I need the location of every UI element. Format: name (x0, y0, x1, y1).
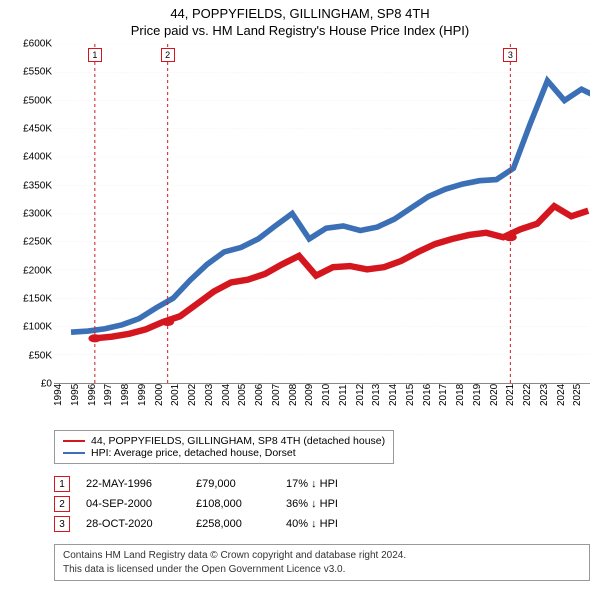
transaction-row: 2 04-SEP-2000£108,00036% ↓ HPI (54, 496, 590, 512)
y-tick-label: £50K (29, 350, 52, 361)
x-tick-label: 2001 (171, 384, 188, 422)
plot-svg (54, 44, 590, 383)
y-tick-label: £500K (23, 95, 52, 106)
x-tick-label: 2024 (557, 384, 574, 422)
legend-label: HPI: Average price, detached house, Dors… (91, 447, 296, 459)
transaction-badge: 2 (54, 496, 70, 512)
plot-area: 1 2 3 (54, 44, 590, 384)
x-tick-label: 2017 (439, 384, 456, 422)
x-tick-label: 2006 (255, 384, 272, 422)
footer-line-2: This data is licensed under the Open Gov… (63, 563, 581, 577)
x-tick-label: 2019 (473, 384, 490, 422)
x-tick-label: 2023 (540, 384, 557, 422)
event-badge-3: 3 (503, 48, 517, 62)
legend-item: HPI: Average price, detached house, Dors… (63, 447, 385, 459)
event-badge-2: 2 (161, 48, 175, 62)
transaction-hpi-delta: 36% ↓ HPI (286, 498, 396, 510)
legend-label: 44, POPPYFIELDS, GILLINGHAM, SP8 4TH (de… (91, 435, 385, 447)
y-tick-label: £200K (23, 265, 52, 276)
root: 44, POPPYFIELDS, GILLINGHAM, SP8 4TH Pri… (0, 0, 600, 590)
x-tick-label: 2009 (305, 384, 322, 422)
legend-item: 44, POPPYFIELDS, GILLINGHAM, SP8 4TH (de… (63, 435, 385, 447)
transaction-date: 28-OCT-2020 (86, 518, 196, 530)
x-tick-label: 2020 (490, 384, 507, 422)
x-tick-label: 2000 (155, 384, 172, 422)
x-tick-label: 1995 (71, 384, 88, 422)
x-tick-label: 2008 (289, 384, 306, 422)
transaction-price: £258,000 (196, 518, 286, 530)
x-tick-label: 2002 (188, 384, 205, 422)
chart: £0£50K£100K£150K£200K£250K£300K£350K£400… (10, 44, 590, 384)
attribution-footer: Contains HM Land Registry data © Crown c… (54, 544, 590, 581)
series-hpi (71, 81, 590, 332)
footer-line-1: Contains HM Land Registry data © Crown c… (63, 549, 581, 563)
x-tick-label: 2007 (272, 384, 289, 422)
transaction-row: 3 28-OCT-2020£258,00040% ↓ HPI (54, 516, 590, 532)
legend-swatch (63, 452, 85, 454)
y-tick-label: £150K (23, 294, 52, 305)
transaction-badge: 1 (54, 476, 70, 492)
x-tick-label: 2022 (523, 384, 540, 422)
y-tick-label: £600K (23, 39, 52, 50)
x-tick-label: 1999 (138, 384, 155, 422)
transactions-table: 1 22-MAY-1996£79,00017% ↓ HPI 2 04-SEP-2000… (54, 472, 590, 536)
legend: 44, POPPYFIELDS, GILLINGHAM, SP8 4TH (de… (54, 430, 394, 464)
x-tick-label: 2021 (506, 384, 523, 422)
transaction-hpi-delta: 40% ↓ HPI (286, 518, 396, 530)
x-tick-label: 1994 (54, 384, 71, 422)
y-tick-label: £450K (23, 124, 52, 135)
transaction-price: £79,000 (196, 478, 286, 490)
transaction-hpi-delta: 17% ↓ HPI (286, 478, 396, 490)
title-address: 44, POPPYFIELDS, GILLINGHAM, SP8 4TH (10, 6, 590, 21)
y-tick-label: £100K (23, 322, 52, 333)
transaction-date: 04-SEP-2000 (86, 498, 196, 510)
x-tick-label: 2013 (372, 384, 389, 422)
transaction-price: £108,000 (196, 498, 286, 510)
x-tick-label: 1996 (88, 384, 105, 422)
x-tick-label: 2005 (238, 384, 255, 422)
y-tick-label: £250K (23, 237, 52, 248)
y-tick-label: £350K (23, 180, 52, 191)
transaction-date: 22-MAY-1996 (86, 478, 196, 490)
y-axis: £0£50K£100K£150K£200K£250K£300K£350K£400… (10, 44, 54, 384)
x-tick-label: 1998 (121, 384, 138, 422)
x-tick-label: 1997 (104, 384, 121, 422)
transaction-badge: 3 (54, 516, 70, 532)
legend-swatch (63, 440, 85, 442)
transaction-row: 1 22-MAY-1996£79,00017% ↓ HPI (54, 476, 590, 492)
x-tick-label: 2016 (423, 384, 440, 422)
x-axis: 1994199519961997199819992000200120022003… (54, 384, 590, 422)
x-tick-label: 2015 (406, 384, 423, 422)
y-tick-label: £550K (23, 67, 52, 78)
x-tick-label: 2004 (222, 384, 239, 422)
x-tick-label: 2003 (205, 384, 222, 422)
y-tick-label: £400K (23, 152, 52, 163)
y-tick-label: £300K (23, 209, 52, 220)
x-tick-label: 2025 (573, 384, 590, 422)
x-tick-label: 2012 (356, 384, 373, 422)
x-tick-label: 2018 (456, 384, 473, 422)
event-badge-1: 1 (88, 48, 102, 62)
y-tick-label: £0 (41, 379, 52, 390)
title-block: 44, POPPYFIELDS, GILLINGHAM, SP8 4TH Pri… (10, 6, 590, 44)
x-tick-label: 2014 (389, 384, 406, 422)
title-subtitle: Price paid vs. HM Land Registry's House … (10, 23, 590, 38)
x-tick-label: 2010 (322, 384, 339, 422)
x-tick-label: 2011 (339, 384, 356, 422)
